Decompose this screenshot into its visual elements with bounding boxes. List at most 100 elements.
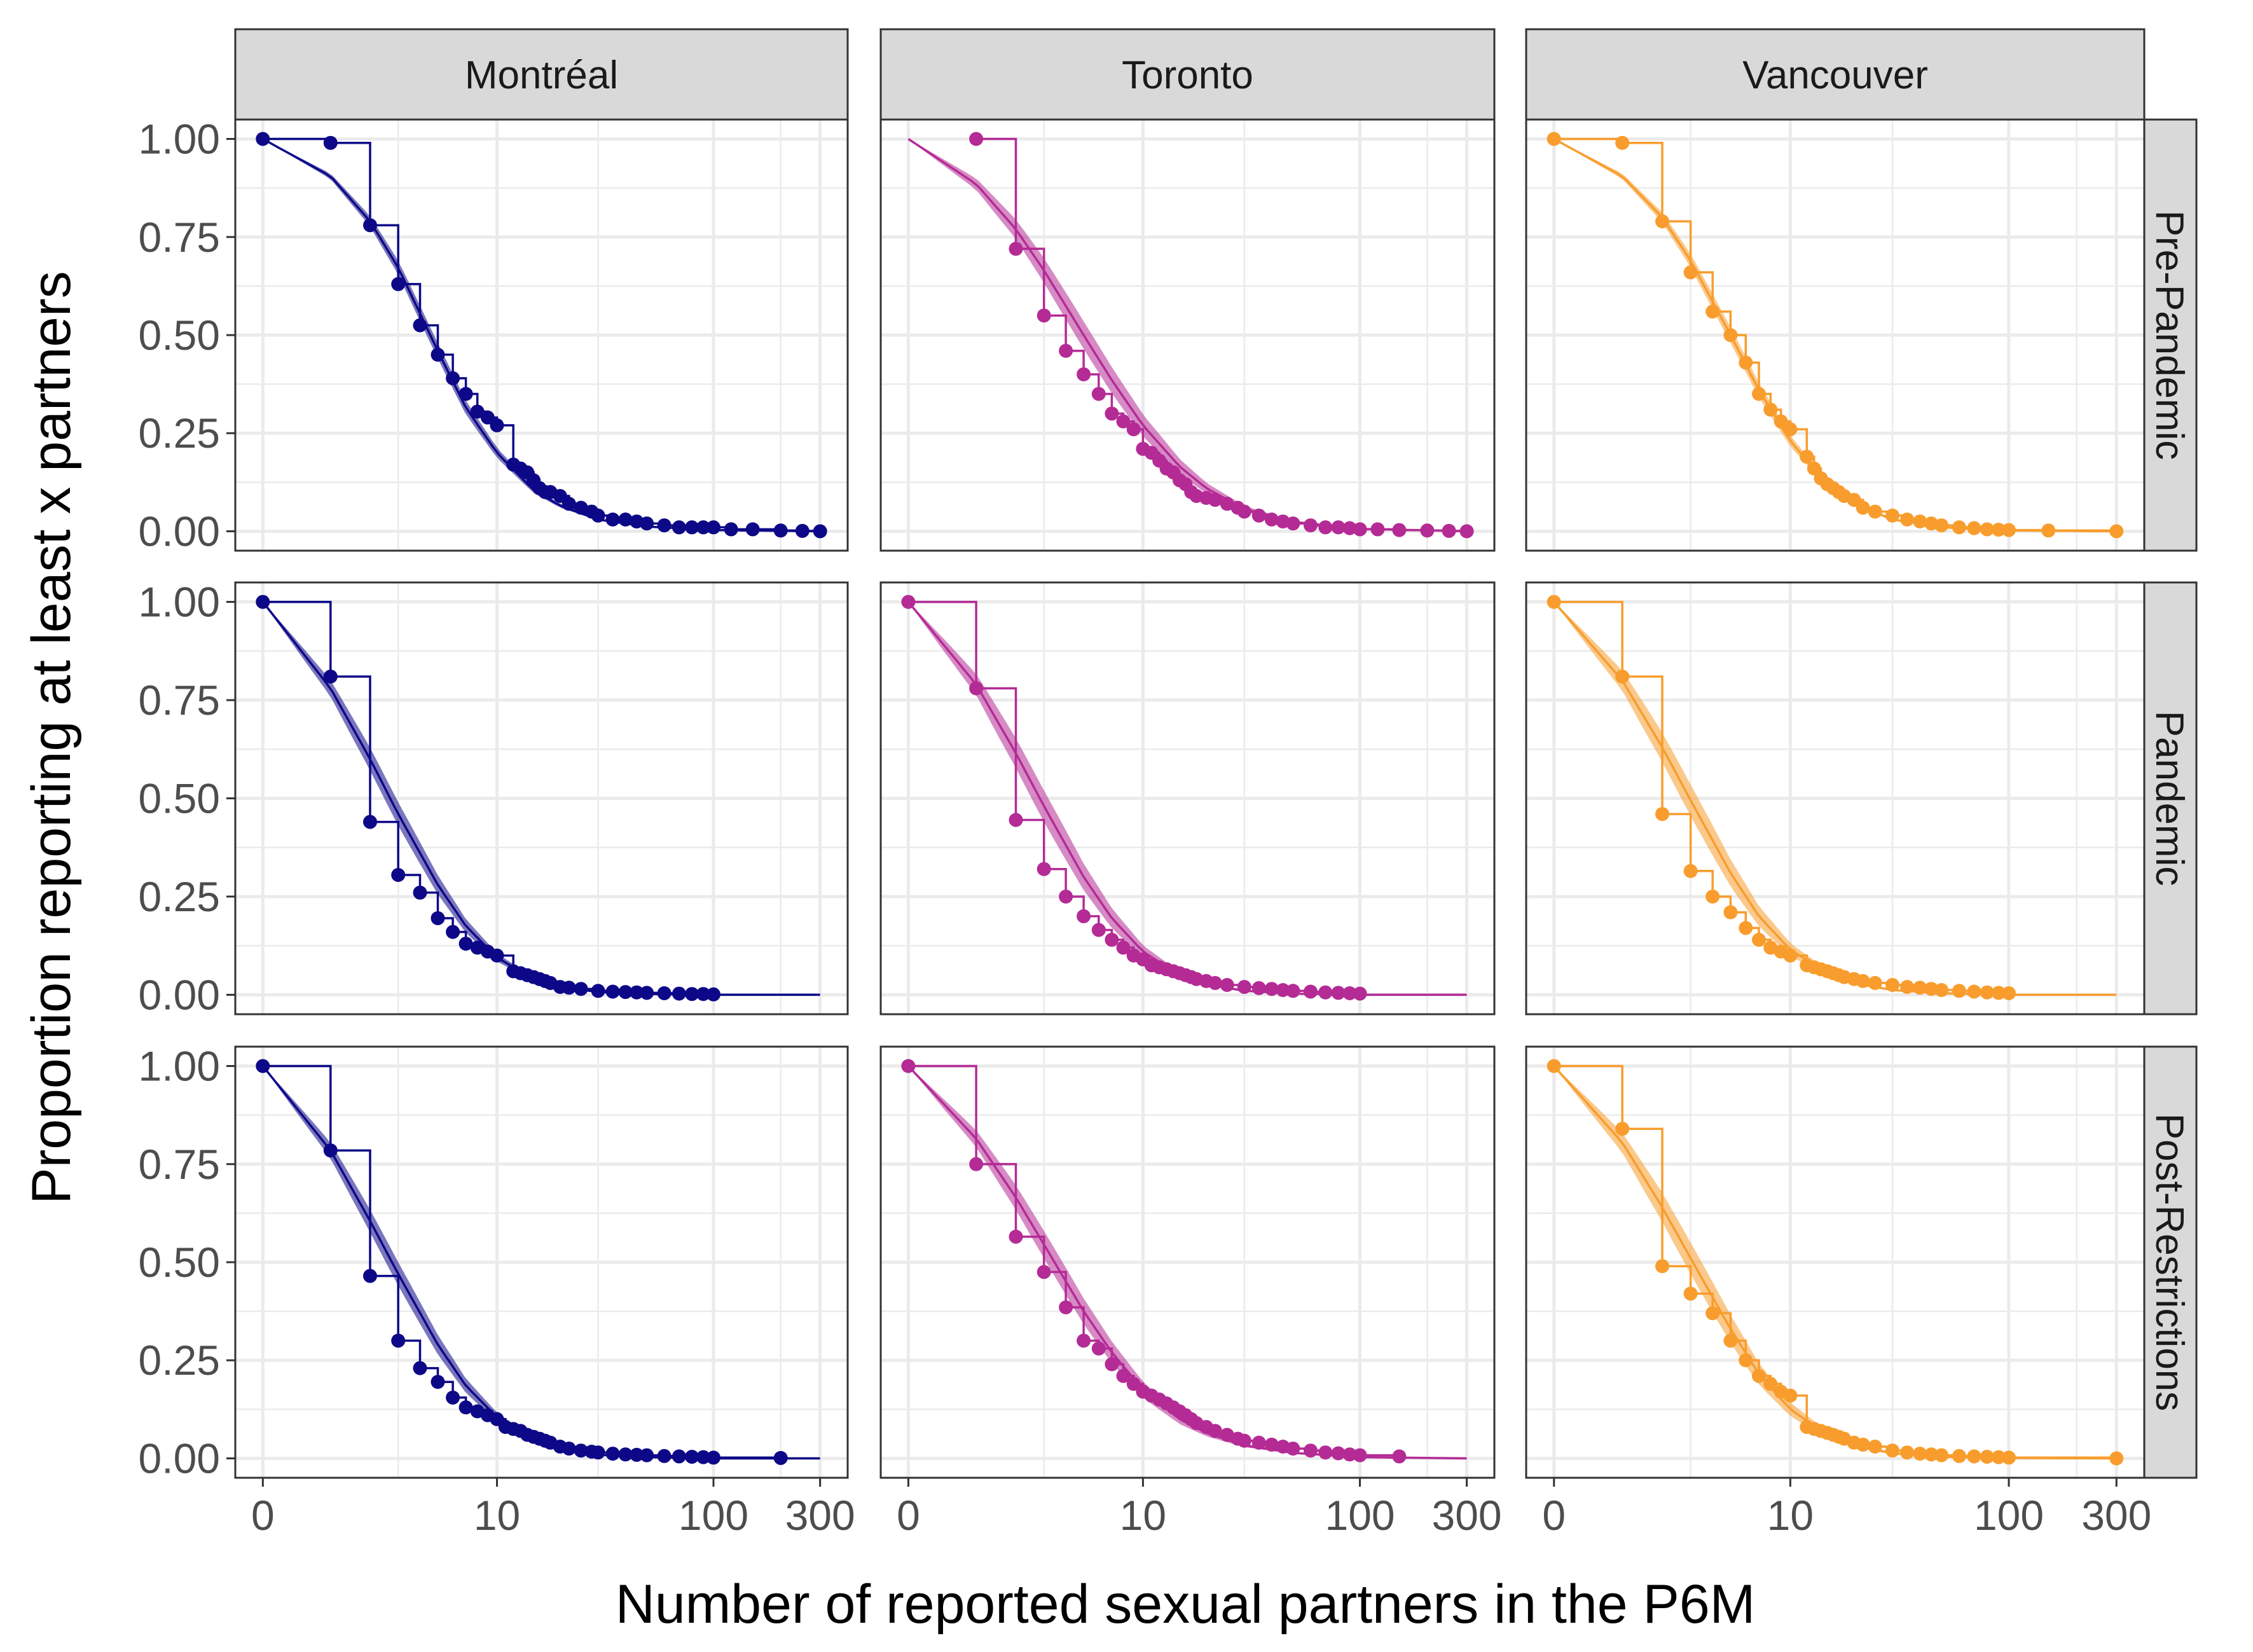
data-point [1705,890,1720,904]
data-point [1739,355,1753,370]
data-point [1392,1449,1407,1464]
data-point [490,418,504,432]
data-point [1783,1388,1798,1403]
data-point [745,522,760,537]
data-point [773,523,788,538]
data-point [431,347,445,362]
data-point [1952,984,1966,998]
data-point [1037,1265,1051,1279]
data-point [640,1448,654,1463]
panel-toronto-pre-pandemic [879,118,1496,552]
panel-montreal-pre-pandemic [234,118,849,552]
data-point [1934,983,1949,997]
y-tick-label: 0.25 [139,410,220,457]
data-point [969,681,984,696]
data-point [323,1143,338,1158]
data-point [1342,986,1357,1000]
data-point [562,497,576,511]
column-strip-label: Toronto [1122,53,1253,97]
data-point [413,318,427,333]
data-point [1318,520,1333,535]
data-point [672,986,686,1001]
data-point [458,937,473,951]
data-point [1885,508,1899,523]
panel-vancouver-pandemic [1525,581,2146,1015]
y-tick-label: 1.00 [139,579,220,626]
column-strip-label: Montréal [465,53,618,97]
data-point [1934,1448,1949,1463]
data-point [363,815,377,829]
data-point [618,1447,633,1462]
data-point [618,513,633,527]
x-tick-label: 100 [1325,1492,1395,1539]
data-point [969,132,984,146]
data-point [706,1450,720,1465]
data-point [1924,982,1939,996]
data-point [1615,1122,1630,1136]
data-point [1980,522,1994,537]
data-point [657,1449,672,1463]
data-point [1237,1433,1251,1448]
column-strip-montreal: Montréal [234,28,849,121]
y-tick-label: 1.00 [139,116,220,163]
data-point [413,1361,427,1375]
data-point [2109,1451,2124,1466]
data-point [1868,504,1882,519]
x-tick-label: 0 [251,1492,275,1539]
x-tick-label: 300 [2081,1492,2151,1539]
data-point [1783,948,1798,963]
data-point [1655,1259,1669,1274]
data-point [1763,1377,1778,1391]
data-point [1547,1059,1561,1073]
data-point [657,518,672,533]
data-point [1774,414,1788,429]
data-point [1783,422,1798,437]
data-point [1126,1377,1141,1391]
data-point [640,516,654,531]
data-point [1208,493,1222,507]
data-point [574,1443,588,1458]
data-point [1885,1443,1899,1458]
data-point [1304,1443,1318,1458]
y-tick-label: 0.75 [139,677,220,724]
data-point [574,982,588,996]
data-point [1856,500,1870,515]
data-point [1856,1437,1870,1452]
data-point [1037,862,1051,876]
x-tick-label: 10 [1120,1492,1166,1539]
panel-vancouver-post-restrictions [1525,1045,2146,1479]
data-point [1547,132,1561,146]
data-point [413,885,427,900]
data-point [591,508,605,523]
x-tick-label: 100 [1974,1492,2044,1539]
data-point [672,1449,686,1464]
data-point [256,132,270,146]
data-point [574,500,588,515]
panels-layer [234,118,2146,1479]
y-tick-label: 0.25 [139,1337,220,1384]
data-point [1286,1442,1300,1456]
data-point [2109,524,2124,539]
data-point [1847,493,1861,507]
data-point [1980,985,1994,1000]
data-point [630,985,644,1000]
data-point [969,1157,984,1171]
row-strip-post-restrictions: Post-Restrictions [2143,1045,2198,1479]
row-strip-pandemic: Pandemic [2143,581,2198,1015]
data-point [1208,975,1222,990]
data-point [1091,923,1106,937]
data-point [1763,403,1778,417]
strip-background [2143,581,2198,1015]
x-axis-title: Number of reported sexual partners in th… [616,1574,1756,1635]
data-point [458,1400,473,1415]
data-point [363,218,377,233]
data-point [1752,932,1766,947]
data-point [562,1442,576,1456]
data-point [490,948,504,963]
data-point [640,986,654,1000]
data-point [1683,265,1698,280]
data-point [696,520,710,535]
data-point [1615,135,1630,150]
data-point [1318,1445,1333,1460]
strips-layer: Montréal Toronto Vancouver Pre-Pandemic Pand… [234,28,2198,1479]
